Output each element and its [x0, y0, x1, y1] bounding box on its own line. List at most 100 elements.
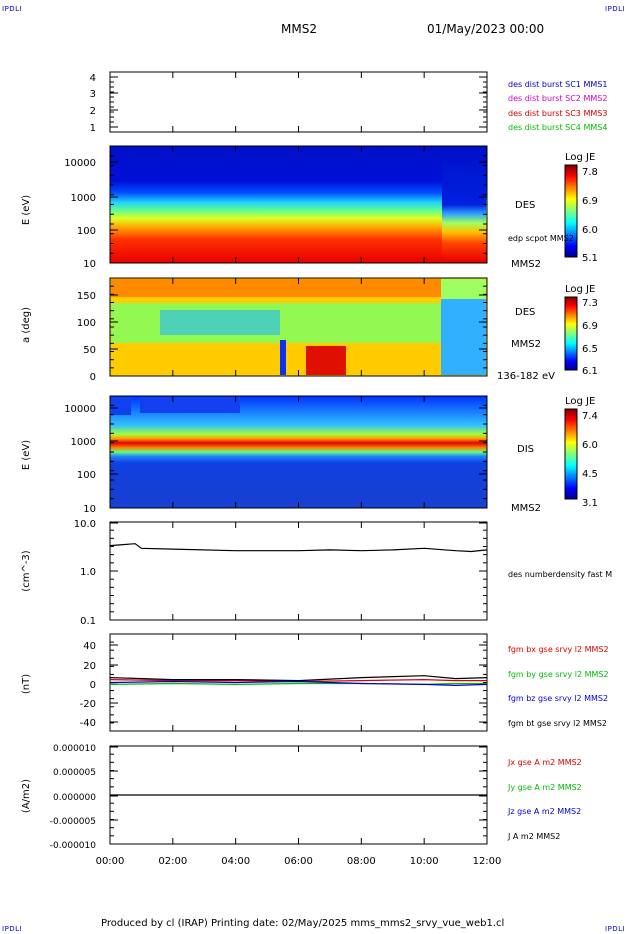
panel7-ytick-label: 0.000005 — [53, 768, 96, 778]
panel6-series-line — [109, 682, 487, 686]
panel7-legend-entry: Jy gse A m2 MMS2 — [507, 783, 582, 792]
panel1-ytick-label: 3 — [90, 89, 96, 100]
panel3-colorbar-tick: 7.3 — [582, 298, 598, 309]
panel3-ytick-label: 0 — [90, 372, 96, 383]
panel-4-blue-patch — [111, 397, 131, 415]
panel2-colorbar-tick: 6.0 — [582, 225, 598, 236]
panel4-colorbar-title: Log JE — [565, 396, 595, 407]
panel5-series-line — [109, 543, 488, 553]
panel-4-blue-patch-2 — [140, 397, 240, 413]
panel3-ytick-label: 50 — [83, 345, 96, 356]
panel4-colorbar-tick: 4.5 — [582, 469, 598, 480]
panel4-ylabel: E (eV) — [21, 440, 32, 470]
panel3-right-label: DES — [515, 307, 535, 318]
colorbar-panel-2 — [564, 164, 578, 258]
panel7-legend-entry: Jx gse A m2 MMS2 — [507, 758, 582, 767]
panel6-ytick-label: 0 — [90, 680, 96, 691]
panel3-colorbar-tick: 6.9 — [582, 321, 598, 332]
panel6-ylabel: (nT) — [21, 674, 32, 694]
panel5-ytick-label: 0.1 — [80, 616, 96, 627]
corner-label-bottom-left: IPDLI — [2, 925, 23, 933]
panel7-legend-entry: Jz gse A m2 MMS2 — [507, 807, 581, 816]
panel4-ytick-label: 10000 — [64, 404, 96, 415]
corner-label-top-left: IPDLI — [2, 5, 23, 13]
colorbar-panel-3 — [564, 296, 578, 371]
panel6-legend-entry: fgm by gse srvy l2 MMS2 — [508, 670, 609, 679]
panel6-ytick-label: -20 — [80, 699, 96, 710]
panel3-colorbar-tick: 6.5 — [582, 344, 598, 355]
panel6-ytick-label: -40 — [80, 718, 96, 729]
panel2-colorbar-tick: 5.1 — [582, 253, 598, 264]
panel-2-spectrogram — [109, 145, 488, 264]
panel2-ytick-label: 1000 — [71, 193, 96, 204]
panel4-ytick-label: 1000 — [71, 437, 96, 448]
panel3-right-label: 136-182 eV — [497, 371, 555, 382]
panel7-ytick-label: 0.000000 — [53, 793, 96, 803]
panel-2-late-interval — [442, 147, 486, 262]
panel1-ytick-label: 2 — [90, 106, 96, 117]
panel3-colorbar-tick: 6.1 — [582, 366, 598, 377]
panel4-colorbar-tick: 3.1 — [582, 498, 598, 509]
panel-5-frame — [109, 521, 488, 621]
panel6-legend-entry: fgm bt gse srvy l2 MMS2 — [508, 719, 607, 728]
panel7-ylabel: (A/m2) — [21, 779, 32, 813]
panel3-ylabel: a (deg) — [21, 307, 32, 343]
panel1-ytick-label: 1 — [90, 123, 96, 134]
panel4-right-label: DIS — [517, 444, 534, 455]
xaxis-tick-label: 08:00 — [347, 856, 376, 867]
panel3-colorbar-title: Log JE — [565, 284, 595, 295]
panel4-ytick-label: 100 — [77, 470, 96, 481]
panel6-legend-entry: fgm bz gse srvy l2 MMS2 — [508, 694, 608, 703]
xaxis-tick-label: 04:00 — [221, 856, 250, 867]
panel-3-blue-stripe — [280, 340, 286, 375]
xaxis-tick-label: 12:00 — [473, 856, 502, 867]
footer-credit: Produced by cl (IRAP) Printing date: 02/… — [101, 918, 505, 929]
panel3-right-label: MMS2 — [511, 339, 541, 350]
panel-1-frame — [109, 71, 488, 133]
panel2-right-label: MMS2 — [511, 259, 541, 270]
panel2-right-label: edp scpot MMS2 — [508, 234, 574, 243]
xaxis-tick-label: 06:00 — [284, 856, 313, 867]
corner-label-bottom-right: IPDLI — [605, 925, 626, 933]
panel2-colorbar-title: Log JE — [565, 152, 595, 163]
date-title: 01/May/2023 00:00 — [427, 22, 545, 36]
panel2-ylabel: E (eV) — [21, 195, 32, 225]
panel1-legend-entry: des dist burst SC2 MMS2 — [508, 94, 607, 103]
panel3-ytick-label: 100 — [77, 318, 96, 329]
panel6-ytick-label: 20 — [83, 661, 96, 672]
panel2-ytick-label: 10000 — [64, 158, 96, 169]
colorbar-panel-4 — [564, 408, 578, 500]
panel1-legend-entry: des dist burst SC4 MMS4 — [508, 123, 607, 132]
panel4-colorbar-tick: 6.0 — [582, 440, 598, 451]
panel4-ytick-label: 10 — [83, 504, 96, 515]
panel6-series-line — [109, 680, 488, 687]
panel4-right-label: MMS2 — [511, 503, 541, 514]
panel7-legend-entry: J A m2 MMS2 — [507, 832, 560, 841]
panel2-colorbar-tick: 7.8 — [582, 167, 598, 178]
xaxis-tick-label: 10:00 — [410, 856, 439, 867]
panel-3-red-patch — [306, 346, 346, 375]
panel1-ytick-label: 4 — [90, 73, 96, 84]
panel1-legend-entry: des dist burst SC1 MMS1 — [508, 80, 607, 89]
panel2-ytick-label: 100 — [77, 226, 96, 237]
spacecraft-title: MMS2 — [281, 22, 317, 36]
panel2-ytick-label: 10 — [83, 259, 96, 270]
panel7-ytick-label: -0.000010 — [50, 841, 96, 851]
panel5-legend-entry: des numberdensity fast M — [508, 570, 612, 579]
panel7-ytick-label: -0.000005 — [50, 817, 96, 827]
panel-6-frame — [109, 633, 488, 732]
panel5-ylabel: (cm^-3) — [21, 550, 32, 591]
panel2-right-label: DES — [515, 200, 535, 211]
panel-4-spectrogram — [109, 395, 488, 509]
panel5-ytick-label: 1.0 — [80, 567, 96, 578]
xaxis-tick-label: 02:00 — [158, 856, 187, 867]
panel6-legend-entry: fgm bx gse srvy l2 MMS2 — [508, 645, 609, 654]
panel4-colorbar-tick: 7.4 — [582, 411, 598, 422]
panel3-ytick-label: 150 — [77, 291, 96, 302]
panel-3-top-band — [111, 279, 441, 297]
panel6-series-line — [109, 678, 487, 683]
panel1-legend-entry: des dist burst SC3 MMS3 — [508, 109, 607, 118]
panel6-series-line — [109, 675, 488, 682]
panel2-colorbar-tick: 6.9 — [582, 196, 598, 207]
panel5-ytick-label: 10.0 — [74, 519, 96, 530]
